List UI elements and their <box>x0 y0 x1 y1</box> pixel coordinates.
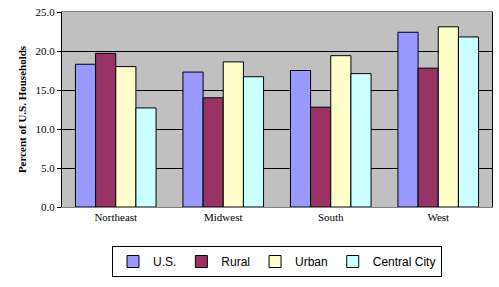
svg-text:0.0: 0.0 <box>41 201 55 213</box>
svg-text:Midwest: Midwest <box>204 211 243 223</box>
svg-text:Urban: Urban <box>295 255 328 269</box>
svg-text:10.0: 10.0 <box>36 123 56 135</box>
svg-text:Northeast: Northeast <box>94 211 137 223</box>
svg-text:20.0: 20.0 <box>36 45 56 57</box>
svg-text:U.S.: U.S. <box>153 255 176 269</box>
svg-text:5.0: 5.0 <box>41 162 55 174</box>
svg-text:Central City: Central City <box>373 255 436 269</box>
svg-text:Percent of U.S. Households: Percent of U.S. Households <box>16 45 28 173</box>
svg-text:15.0: 15.0 <box>36 84 56 96</box>
svg-text:West: West <box>427 211 449 223</box>
svg-text:South: South <box>318 211 344 223</box>
svg-text:25.0: 25.0 <box>36 6 56 18</box>
svg-text:Rural: Rural <box>221 255 250 269</box>
